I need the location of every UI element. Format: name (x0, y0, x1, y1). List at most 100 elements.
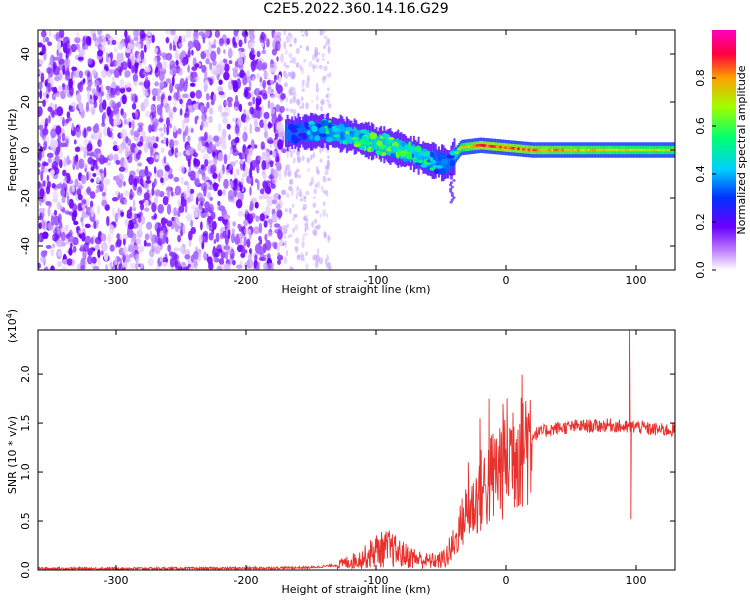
noise-blob (248, 30, 255, 36)
noise-blob (94, 91, 100, 97)
noise-blob (133, 36, 139, 41)
noise-blob (237, 210, 245, 217)
noise-blob (285, 108, 289, 112)
noise-blob (250, 47, 255, 55)
signal-tail (449, 200, 453, 204)
noise-blob (301, 79, 305, 85)
noise-blob (103, 178, 111, 186)
noise-blob (186, 183, 191, 194)
noise-blob (238, 232, 245, 239)
noise-blob (214, 252, 220, 258)
noise-blob (64, 84, 70, 94)
noise-blob (189, 170, 196, 181)
signal-band-cell (289, 125, 292, 141)
noise-blob (211, 44, 217, 49)
noise-blob (228, 60, 233, 65)
noise-blob (188, 263, 191, 268)
noise-blob (137, 245, 145, 254)
noise-blob (295, 194, 298, 200)
signal-blob (429, 151, 434, 158)
noise-blob (287, 71, 292, 77)
noise-blob (320, 105, 324, 112)
noise-blob (327, 261, 331, 270)
noise-blob (80, 265, 86, 270)
noise-blob (322, 208, 327, 217)
noise-blob (307, 167, 310, 173)
noise-blob (176, 151, 183, 157)
noise-blob (92, 32, 97, 42)
noise-blob (311, 54, 316, 61)
noise-blob (323, 44, 326, 50)
noise-blob (107, 72, 112, 78)
noise-blob (239, 69, 245, 79)
noise-blob (166, 203, 172, 215)
noise-blob (87, 255, 93, 265)
snr-x-ticks: -300 -200 -100 0 100 (104, 330, 647, 587)
noise-blob (179, 98, 183, 105)
noise-blob (57, 72, 63, 81)
noise-blob (294, 237, 300, 245)
noise-blob (326, 87, 330, 92)
noise-blob (326, 98, 330, 103)
spectrogram-x-ticks: -300 -200 -100 0 100 (104, 30, 647, 287)
signal-blob (333, 134, 341, 138)
noise-blob (218, 91, 225, 96)
noise-blob (326, 160, 330, 169)
signal-blob (375, 150, 381, 155)
signal-blob (449, 160, 456, 167)
noise-blob (197, 141, 202, 152)
noise-blob (212, 151, 216, 158)
noise-blob (305, 225, 310, 231)
noise-blob (232, 67, 239, 72)
noise-blob (158, 117, 164, 123)
signal-band-cell (338, 125, 340, 142)
noise-blob (171, 190, 174, 197)
noise-blob (42, 231, 49, 240)
noise-blob (200, 120, 204, 130)
noise-blob (61, 196, 66, 204)
noise-blob (162, 55, 168, 61)
noise-blob (303, 195, 307, 200)
noise-blob (314, 183, 318, 188)
noise-blob (234, 235, 241, 245)
noise-blob (151, 215, 157, 220)
noise-blob (38, 106, 43, 117)
noise-blob (257, 60, 263, 71)
noise-blob (125, 36, 130, 42)
noise-blob (327, 60, 329, 64)
noise-blob (177, 128, 182, 135)
noise-blob (53, 209, 58, 216)
signal-blob (369, 132, 378, 140)
noise-blob (59, 204, 64, 210)
noise-blob (58, 30, 65, 39)
noise-blob (284, 208, 288, 213)
noise-blob (176, 210, 180, 217)
noise-blob (122, 246, 128, 256)
noise-blob (285, 192, 290, 198)
noise-blob (177, 86, 180, 94)
noise-blob (217, 248, 223, 254)
noise-blob (218, 172, 221, 183)
colorbar-ticks: 0.0 0.2 0.4 0.6 0.8 (694, 69, 716, 279)
noise-blob (82, 249, 87, 261)
noise-blob (217, 104, 223, 113)
noise-blob (108, 153, 114, 161)
noise-blob (246, 238, 251, 248)
noise-blob (256, 50, 261, 58)
noise-blob (269, 150, 273, 156)
noise-blob (283, 40, 287, 50)
noise-blob (222, 116, 228, 125)
noise-blob (160, 147, 165, 153)
noise-blob (60, 116, 64, 121)
noise-blob (160, 217, 167, 226)
noise-blob (228, 134, 231, 141)
signal-blob (389, 153, 398, 158)
noise-blob (185, 77, 188, 87)
noise-blob (292, 90, 297, 99)
noise-blob (276, 56, 279, 62)
noise-blob (238, 152, 243, 157)
noise-blob (276, 209, 283, 218)
noise-blob (326, 254, 329, 262)
noise-blob (220, 250, 226, 259)
noise-blob (174, 185, 182, 196)
